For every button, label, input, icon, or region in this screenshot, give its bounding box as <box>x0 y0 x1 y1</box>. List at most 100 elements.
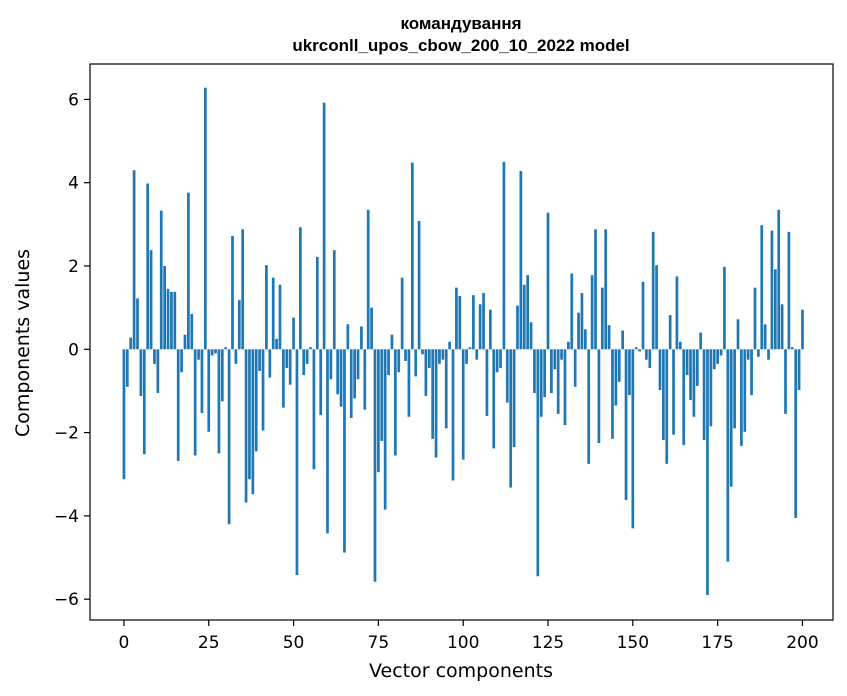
bar <box>516 305 519 350</box>
bar <box>573 349 577 387</box>
bar <box>665 349 669 464</box>
bar <box>600 287 604 350</box>
bar <box>777 209 781 350</box>
bar <box>190 313 194 350</box>
bar <box>767 349 770 360</box>
bar <box>475 349 479 360</box>
bar <box>526 275 530 350</box>
x-axis-ticks: 0 25 50 75 100 125 150 175 200 <box>119 620 819 653</box>
bar <box>410 162 414 350</box>
bars-group <box>122 87 804 596</box>
bar <box>244 349 248 503</box>
bar <box>414 349 418 377</box>
bar <box>248 349 251 480</box>
y-tick-label: 2 <box>68 257 79 277</box>
bar <box>387 349 390 376</box>
bar <box>329 349 333 380</box>
y-tick-label: 4 <box>68 174 79 194</box>
bar <box>577 312 580 350</box>
bar <box>220 349 224 402</box>
bar <box>607 325 611 350</box>
bar <box>624 349 628 501</box>
y-tick-label: −2 <box>54 424 79 444</box>
bar <box>638 349 641 352</box>
bar <box>197 349 200 360</box>
bar <box>241 229 245 350</box>
bar <box>326 349 329 534</box>
bar <box>315 256 319 350</box>
bar <box>672 349 675 435</box>
bar <box>472 295 475 350</box>
bar <box>784 349 787 414</box>
bar <box>214 349 217 354</box>
bar <box>706 349 709 596</box>
y-tick-label: 6 <box>68 90 79 110</box>
bar <box>278 284 282 350</box>
bar <box>407 349 411 417</box>
bar <box>488 309 492 350</box>
bar <box>125 349 129 387</box>
bar <box>295 349 299 576</box>
bar <box>760 225 764 350</box>
bar <box>723 266 726 350</box>
bar <box>339 349 343 407</box>
bar <box>373 349 377 582</box>
bar <box>312 349 316 470</box>
bar <box>400 277 404 350</box>
bar <box>234 349 238 364</box>
bar <box>254 349 258 452</box>
bar <box>224 347 228 350</box>
y-axis-ticks: −6 −4 −2 0 2 4 6 <box>54 90 90 610</box>
bar <box>319 349 323 416</box>
bar <box>604 229 608 350</box>
y-tick-label: −6 <box>54 590 79 610</box>
bar <box>237 300 241 350</box>
bar <box>757 349 760 357</box>
bar <box>689 349 692 401</box>
bar <box>346 324 350 350</box>
bar <box>502 161 506 350</box>
bar <box>458 295 462 350</box>
bar <box>353 349 356 399</box>
bar <box>187 192 190 350</box>
bar <box>434 349 438 458</box>
bar <box>682 349 686 446</box>
bar <box>268 349 272 378</box>
bar <box>377 349 380 473</box>
bar <box>794 349 798 518</box>
bar <box>533 349 536 394</box>
bar <box>678 341 682 350</box>
bar <box>468 347 472 350</box>
bar <box>509 349 513 488</box>
bar <box>136 298 139 350</box>
bar <box>621 330 625 350</box>
bar <box>370 307 373 350</box>
bar <box>360 326 363 350</box>
bar <box>139 349 143 396</box>
bar <box>750 349 753 396</box>
x-tick-label: 50 <box>283 633 305 653</box>
bar <box>366 209 370 350</box>
bar <box>444 349 448 429</box>
x-tick-label: 200 <box>786 633 818 653</box>
bar <box>787 231 791 350</box>
bar <box>560 349 563 360</box>
bar <box>146 183 150 350</box>
bar <box>797 349 801 391</box>
x-tick-label: 75 <box>368 633 390 653</box>
bar <box>648 349 652 369</box>
bar <box>736 319 740 350</box>
bar <box>231 236 234 350</box>
bar <box>265 265 268 350</box>
bar <box>173 291 177 350</box>
bar <box>631 349 635 529</box>
bar <box>611 349 614 439</box>
bar <box>200 349 204 414</box>
bar <box>227 349 231 525</box>
bar <box>207 349 211 432</box>
x-tick-label: 100 <box>447 633 479 653</box>
bar <box>251 349 255 495</box>
bar <box>716 349 720 364</box>
bar <box>485 349 489 416</box>
